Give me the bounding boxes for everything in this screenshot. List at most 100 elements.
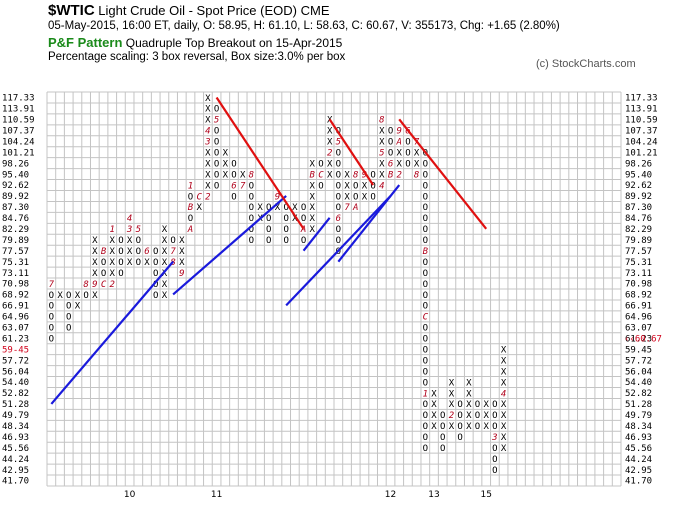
pattern-text: Quadruple Top Breakout on 15-Apr-2015 xyxy=(125,36,343,50)
o-box: O xyxy=(423,269,428,279)
y-tick-right: 59.45 xyxy=(625,345,652,355)
o-box: O xyxy=(423,159,428,169)
month-marker: B xyxy=(388,170,394,180)
y-tick-right: 89.92 xyxy=(625,192,652,202)
month-marker: 3 xyxy=(491,433,497,443)
x-box: X xyxy=(466,422,472,432)
o-box: O xyxy=(457,422,462,432)
o-box: O xyxy=(214,181,219,191)
x-box: X xyxy=(310,181,316,191)
o-box: O xyxy=(214,159,219,169)
o-box: O xyxy=(423,444,428,454)
o-box: O xyxy=(388,127,393,137)
x-box: X xyxy=(205,159,211,169)
month-marker: 1 xyxy=(110,225,115,235)
o-box: O xyxy=(283,225,288,235)
o-box: O xyxy=(170,236,175,246)
quote-info: 05-May-2015, 16:00 ET, daily, O: 58.95, … xyxy=(48,20,560,32)
x-box: X xyxy=(397,148,403,158)
x-box: X xyxy=(449,400,455,410)
month-marker: 7 xyxy=(49,280,55,290)
y-tick-left: 52.82 xyxy=(2,389,29,399)
y-tick-left: 107.37 xyxy=(2,127,35,137)
bullish-trendline xyxy=(50,260,174,405)
month-marker: 5 xyxy=(136,225,141,235)
y-tick-right: 63.07 xyxy=(625,324,652,334)
y-tick-left: 41.70 xyxy=(2,477,29,487)
month-marker: A xyxy=(300,225,306,235)
x-box: X xyxy=(501,433,507,443)
month-marker: 6 xyxy=(144,247,149,257)
y-tick-left: 75.31 xyxy=(2,258,29,268)
o-box: O xyxy=(353,181,358,191)
y-tick-right: 98.26 xyxy=(625,159,652,169)
o-box: O xyxy=(66,291,71,301)
o-box: O xyxy=(475,411,480,421)
bearish-trendline xyxy=(398,118,488,230)
month-marker: 5 xyxy=(214,116,219,126)
o-box: O xyxy=(370,170,375,180)
y-tick-right: 70.98 xyxy=(625,280,652,290)
o-box: O xyxy=(423,181,428,191)
y-tick-right: 57.72 xyxy=(625,356,652,366)
month-marker: 4 xyxy=(205,127,210,137)
o-box: O xyxy=(249,203,254,213)
x-box: X xyxy=(162,247,168,257)
x-box: X xyxy=(310,159,316,169)
x-box: X xyxy=(205,148,211,158)
x-box: X xyxy=(414,148,420,158)
o-box: O xyxy=(66,302,71,312)
o-box: O xyxy=(49,291,54,301)
o-box: O xyxy=(423,236,428,246)
x-box: X xyxy=(501,422,507,432)
x-box: X xyxy=(379,159,385,169)
symbol: $WTIC xyxy=(48,2,95,19)
y-tick-left: 95.40 xyxy=(2,170,29,180)
o-box: O xyxy=(492,444,497,454)
o-box: O xyxy=(388,138,393,148)
x-box: X xyxy=(205,94,211,104)
month-marker: 9 xyxy=(362,170,367,180)
x-box: X xyxy=(110,247,116,257)
o-box: O xyxy=(301,203,306,213)
y-tick-right: 51.28 xyxy=(625,400,652,410)
x-box: X xyxy=(127,258,133,268)
y-tick-right: 45.56 xyxy=(625,444,652,454)
month-marker: C xyxy=(101,280,107,290)
x-box: X xyxy=(414,159,420,169)
y-tick-left: 46.93 xyxy=(2,433,29,443)
x-box: X xyxy=(223,148,229,158)
y-tick-left: 42.95 xyxy=(2,466,29,476)
o-box: O xyxy=(188,214,193,224)
y-tick-left: 92.62 xyxy=(2,181,29,191)
o-box: O xyxy=(423,192,428,202)
o-box: O xyxy=(231,159,236,169)
month-marker: 4 xyxy=(501,389,506,399)
x-box: X xyxy=(310,192,316,202)
month-marker: 8 xyxy=(414,170,419,180)
x-box: X xyxy=(483,422,489,432)
x-box: X xyxy=(162,236,168,246)
x-tick: 13 xyxy=(428,490,439,500)
o-box: O xyxy=(353,192,358,202)
o-box: O xyxy=(136,247,141,257)
o-box: O xyxy=(153,247,158,257)
o-box: O xyxy=(370,181,375,191)
x-box: X xyxy=(397,159,403,169)
y-tick-left: 66.91 xyxy=(2,302,29,312)
x-box: X xyxy=(327,159,333,169)
x-box: X xyxy=(162,291,168,301)
y-tick-right: 117.33 xyxy=(625,94,658,104)
x-box: X xyxy=(310,203,316,213)
o-box: O xyxy=(66,313,71,323)
o-box: O xyxy=(266,203,271,213)
x-box: X xyxy=(501,400,507,410)
o-box: O xyxy=(283,203,288,213)
x-box: X xyxy=(466,389,472,399)
month-marker: 5 xyxy=(336,138,341,148)
month-marker: A xyxy=(352,203,358,213)
o-box: O xyxy=(492,422,497,432)
month-marker: B xyxy=(188,203,194,213)
x-box: X xyxy=(205,116,211,126)
o-box: O xyxy=(249,214,254,224)
